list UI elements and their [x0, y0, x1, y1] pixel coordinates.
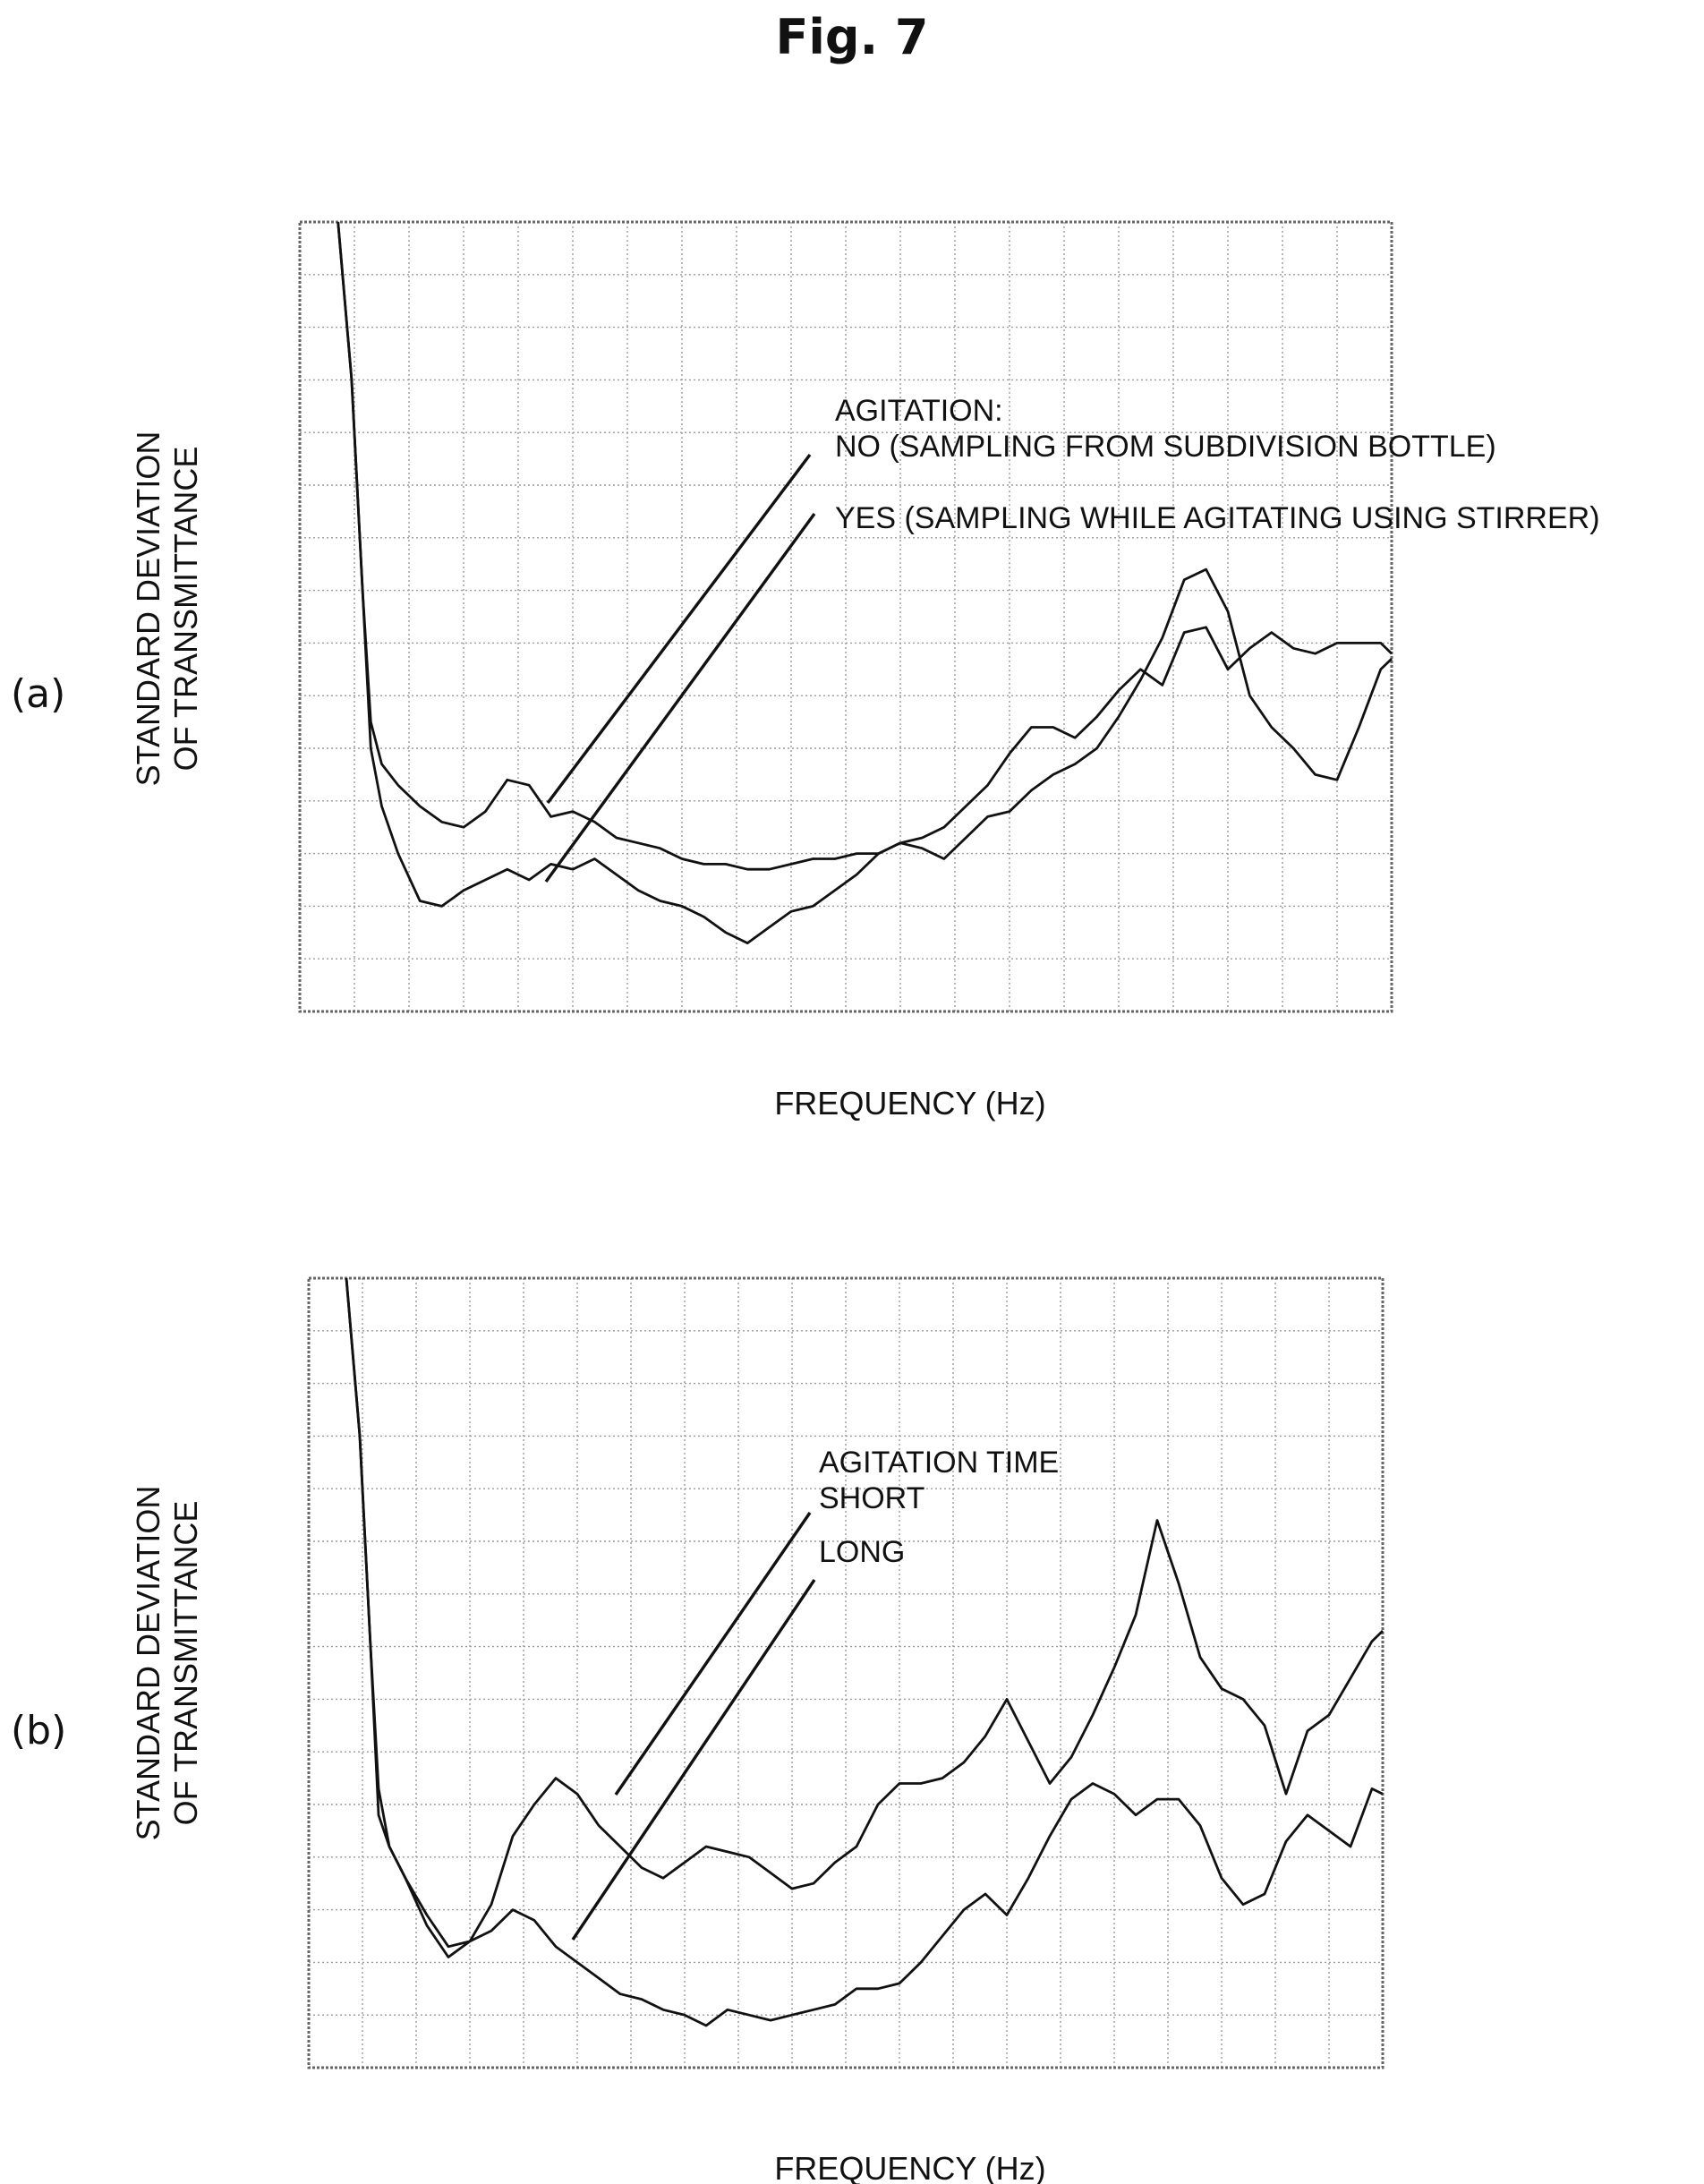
panel-a-plot-frame	[298, 220, 1393, 1013]
panel-a-ylabel-line2: OF TRANSMITTANCE	[167, 447, 204, 772]
panel-b-chart: (b) STANDARD DEVIATION OF TRANSMITTANCE …	[11, 1276, 1384, 2184]
panel-b-series-1-line	[345, 1277, 1384, 1949]
panel-b-leader-long	[571, 1579, 816, 1941]
panel-a-legend-no: NO (SAMPLING FROM SUBDIVISION BOTTLE)	[835, 430, 1496, 464]
panel-b-annotation-heading: AGITATION TIME	[819, 1446, 1059, 1480]
panel-b-xlabel: FREQUENCY (Hz)	[774, 2150, 1045, 2184]
panel-a-chart: (a) STANDARD DEVIATION OF TRANSMITTANCE …	[11, 220, 1600, 1122]
panel-a-leader-no	[546, 453, 812, 805]
figure-title: Fig. 7	[776, 9, 929, 65]
panel-b-series-2-line	[345, 1277, 1384, 2027]
panel-b-legend-short: SHORT	[819, 1481, 924, 1515]
panel-a-legend-yes: YES (SAMPLING WHILE AGITATING USING STIR…	[835, 501, 1600, 535]
panel-b-leader-short	[614, 1512, 812, 1796]
panel-a-series-1-line	[337, 221, 1393, 871]
panel-a-xlabel: FREQUENCY (Hz)	[774, 1085, 1045, 1122]
panel-a-ylabel-line1: STANDARD DEVIATION	[130, 431, 166, 787]
panel-a-leader-yes	[544, 512, 816, 883]
panel-b-label: (b)	[11, 1708, 66, 1753]
panel-a-series-2-line	[337, 221, 1393, 944]
panel-a-label: (a)	[11, 671, 65, 717]
panel-a-annotation-heading: AGITATION:	[835, 394, 1003, 428]
panel-b-plot-frame	[307, 1276, 1384, 2069]
panel-b-ylabel-line2: OF TRANSMITTANCE	[167, 1501, 204, 1826]
panel-b-ylabel-line1: STANDARD DEVIATION	[130, 1486, 166, 1841]
panel-b-legend-long: LONG	[819, 1535, 905, 1569]
